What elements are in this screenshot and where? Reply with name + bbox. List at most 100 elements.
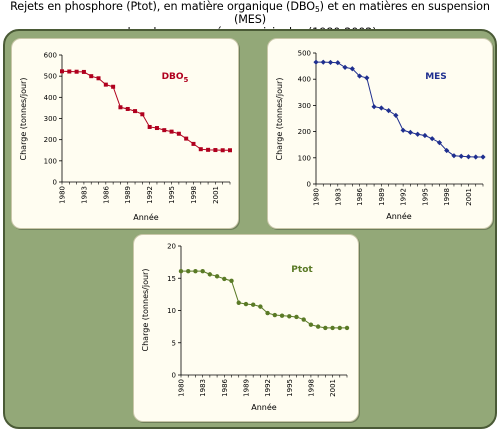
data-point: [74, 69, 79, 74]
data-point: [337, 325, 342, 331]
data-point: [191, 141, 196, 146]
x-tick-label: 1998: [307, 379, 315, 397]
data-point: [154, 126, 159, 131]
data-point: [458, 153, 464, 159]
data-point: [200, 268, 205, 274]
series-label: DBO5: [162, 72, 189, 84]
x-tick-label: 1992: [400, 188, 408, 206]
x-axis-title: Année: [386, 211, 412, 221]
x-tick-label: 1989: [378, 188, 386, 206]
data-point: [327, 59, 334, 66]
y-tick-label: 100: [44, 157, 57, 165]
x-tick-label: 2001: [212, 186, 220, 204]
data-point: [480, 154, 486, 160]
data-point: [207, 272, 213, 277]
x-tick-label: 2001: [329, 379, 337, 397]
data-point: [176, 131, 181, 136]
y-tick-label: 200: [298, 128, 311, 136]
data-point: [140, 112, 145, 117]
series-label-text: Ptot: [291, 265, 313, 275]
figure-background: 0 100 200 300 400 500 600 1980 1983 1986 1989 1992 1…: [3, 29, 497, 429]
x-tick-label: 1992: [264, 379, 272, 397]
chart-mes: 0 100 200 300 400 500 1980 1983 1986 1989 1992 1995…: [275, 50, 486, 221]
data-point: [356, 73, 363, 79]
data-point: [103, 82, 108, 87]
data-point: [243, 301, 249, 307]
series-label-text: MES: [425, 72, 447, 82]
data-point: [272, 312, 278, 318]
x-tick-label: 1983: [334, 188, 342, 206]
data-point: [222, 276, 227, 282]
data-point: [422, 132, 428, 139]
y-tick-label: 500: [44, 73, 57, 81]
y-tick-label: 400: [44, 94, 57, 102]
data-point: [250, 302, 256, 307]
data-point: [320, 59, 326, 65]
y-tick-label: 15: [167, 275, 176, 283]
data-point: [206, 147, 211, 152]
data-point: [473, 154, 479, 160]
data-point: [301, 317, 306, 322]
series-line: [181, 270, 347, 329]
title-line1-subscript: 5: [314, 5, 320, 14]
y-tick-label: 5: [172, 339, 176, 347]
data-point: [228, 148, 232, 153]
x-tick-label: 1998: [443, 188, 451, 206]
series-label: MES: [425, 72, 447, 82]
x-tick-label: 1983: [80, 186, 88, 204]
x-axis-title: Année: [133, 212, 159, 222]
data-point: [265, 310, 270, 316]
data-point: [60, 69, 64, 74]
y-tick-label: 300: [44, 115, 57, 123]
x-tick-label: 2001: [465, 188, 473, 206]
series-line: [61, 70, 230, 151]
y-tick-label: 600: [44, 52, 57, 60]
x-tick-label: 1980: [313, 188, 321, 206]
title-line1-prefix: Rejets en phosphore (Ptot), en matière o…: [10, 0, 315, 13]
data-point: [125, 106, 130, 111]
data-point: [323, 325, 328, 331]
data-point: [214, 274, 220, 279]
x-tick-label: 1986: [102, 185, 110, 203]
y-tick-label: 100: [298, 154, 311, 162]
x-tick-label: 1980: [178, 379, 186, 397]
data-point: [96, 76, 101, 81]
chart-dbo5: 0 100 200 300 400 500 600 1980 1983 1986 1989 1992 1…: [19, 52, 232, 222]
x-tick-label: 1986: [356, 187, 364, 205]
y-tick-label: 200: [44, 136, 57, 144]
data-point: [258, 304, 263, 309]
data-point: [335, 60, 341, 66]
x-tick-label: 1989: [124, 186, 132, 204]
data-point: [198, 147, 203, 152]
data-point: [147, 124, 152, 129]
y-tick-label: 300: [298, 102, 311, 110]
series-label: Ptot: [291, 265, 313, 275]
data-point: [184, 136, 189, 141]
data-point: [378, 105, 384, 111]
data-point: [220, 148, 225, 153]
data-point: [386, 108, 392, 114]
data-point: [81, 69, 86, 74]
data-point: [429, 136, 435, 142]
data-point: [294, 314, 299, 320]
y-tick-label: 20: [167, 243, 176, 251]
chart-panel-dbo5: 0 100 200 300 400 500 600 1980 1983 1986 1989 1992 1…: [11, 38, 239, 229]
data-point: [67, 69, 72, 74]
y-tick-label: 0: [172, 372, 176, 380]
data-point: [162, 128, 167, 133]
chart-panel-ptot: 0 5 10 15 20 1980 1983 1986 1989 1992 1995 1998 2001…: [133, 234, 359, 422]
data-point: [415, 131, 421, 137]
y-axis-title: Charge (tonnes/jour): [141, 269, 150, 352]
x-tick-label: 1995: [421, 188, 429, 206]
data-point: [315, 324, 321, 329]
x-tick-label: 1995: [286, 379, 294, 397]
data-point: [371, 104, 377, 110]
x-tick-label: 1986: [221, 378, 229, 396]
data-point: [89, 74, 94, 79]
y-axis-title: Charge (tonnes/jour): [19, 78, 28, 161]
data-point: [342, 64, 348, 71]
series-label-subscript: 5: [184, 76, 189, 84]
data-point: [279, 313, 285, 318]
x-tick-label: 1998: [190, 186, 198, 204]
data-point: [213, 148, 218, 153]
